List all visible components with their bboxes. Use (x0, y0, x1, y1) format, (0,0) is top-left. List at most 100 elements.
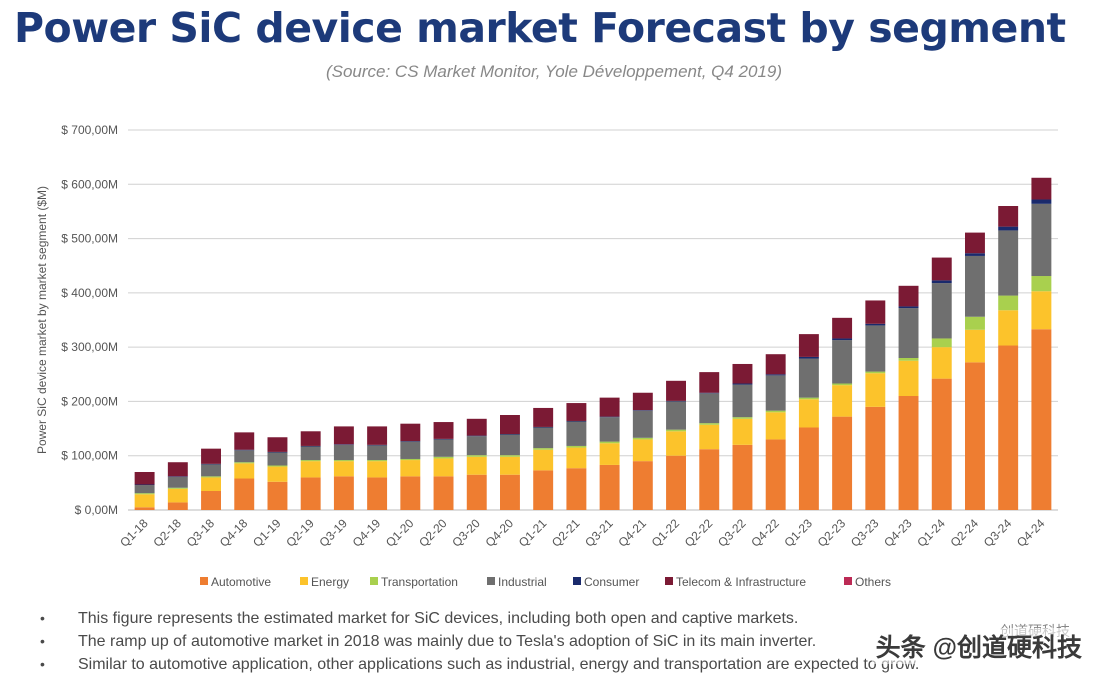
bar-industrial (998, 230, 1019, 296)
x-tick-label: Q4-19 (350, 516, 384, 550)
bar-automotive (201, 491, 221, 510)
bar-energy (599, 443, 620, 465)
x-tick-label: Q2-21 (549, 516, 583, 550)
bar-automotive (732, 444, 753, 510)
bar-industrial (134, 485, 155, 494)
legend-swatch (370, 577, 378, 585)
x-tick-label: Q4-21 (615, 516, 649, 550)
bar-transportation (666, 429, 686, 432)
bar-consumer (765, 374, 786, 376)
bar-transportation (167, 487, 188, 489)
bar-consumer (666, 400, 686, 402)
y-tick-label: $ 100,00M (61, 449, 118, 463)
bar-automotive (333, 476, 354, 510)
y-tick-label: $ 500,00M (61, 232, 118, 246)
legend-swatch (487, 577, 495, 585)
bar-transportation (433, 456, 454, 459)
bar-telecom-infrastructure (466, 418, 487, 436)
bar-telecom-infrastructure (699, 372, 720, 393)
bar-consumer (500, 434, 520, 435)
bar-automotive (300, 477, 321, 510)
bar-industrial (234, 450, 255, 463)
bar-transportation (466, 455, 487, 457)
bar-industrial (1031, 203, 1052, 277)
bar-industrial (533, 427, 554, 449)
bar-consumer (832, 338, 853, 341)
bar-energy (765, 412, 786, 440)
bar-energy (931, 347, 952, 379)
bar-energy (300, 461, 321, 478)
bar-consumer (400, 441, 421, 442)
x-tick-label: Q3-23 (848, 516, 882, 550)
bar-telecom-infrastructure (367, 426, 388, 445)
bar-transportation (1031, 276, 1052, 292)
x-tick-label: Q3-24 (981, 516, 1015, 550)
bar-automotive (865, 406, 886, 510)
bar-energy (965, 329, 985, 363)
y-tick-label: $ 400,00M (61, 286, 118, 300)
bar-telecom-infrastructure (333, 426, 354, 445)
bar-consumer (632, 410, 653, 411)
bar-consumer (367, 444, 388, 446)
bars (134, 177, 1052, 510)
x-tick-label: Q4-24 (1014, 516, 1048, 550)
bar-telecom-infrastructure (201, 448, 221, 464)
y-tick-label: $ 300,00M (61, 340, 118, 354)
bar-telecom-infrastructure (433, 422, 454, 439)
bullet-icon: • (40, 610, 45, 626)
bar-industrial (798, 358, 819, 398)
bar-automotive (699, 449, 720, 510)
bar-consumer (865, 323, 886, 326)
bar-automotive (400, 476, 421, 510)
bar-energy (533, 449, 554, 471)
bar-industrial (865, 325, 886, 372)
bar-energy (1031, 291, 1052, 330)
bar-telecom-infrastructure (832, 317, 853, 339)
bar-automotive (367, 477, 388, 510)
bar-telecom-infrastructure (267, 437, 288, 452)
bar-transportation (931, 338, 952, 348)
x-tick-label: Q1-22 (649, 516, 683, 550)
bar-automotive (965, 362, 985, 510)
y-tick-label: $ 700,00M (61, 123, 118, 137)
bar-industrial (433, 439, 454, 457)
bar-transportation (732, 417, 753, 419)
bar-industrial (300, 446, 321, 461)
x-tick-label: Q4-20 (483, 516, 517, 550)
bar-telecom-infrastructure (732, 363, 753, 384)
bar-transportation (201, 476, 221, 478)
x-tick-label: Q1-24 (914, 516, 948, 550)
bar-industrial (699, 393, 720, 424)
x-tick-label: Q1-21 (516, 516, 550, 550)
bar-telecom-infrastructure (666, 380, 686, 401)
y-tick-label: $ 0,00M (75, 503, 118, 517)
bar-industrial (500, 434, 520, 456)
bar-consumer (234, 449, 255, 451)
bar-automotive (1031, 329, 1052, 510)
bar-energy (699, 424, 720, 450)
bar-energy (566, 447, 587, 469)
bar-energy (466, 456, 487, 475)
x-tick-label: Q1-18 (117, 516, 151, 550)
bar-transportation (333, 460, 354, 462)
bar-automotive (234, 478, 255, 510)
bar-transportation (832, 383, 853, 386)
bar-consumer (566, 420, 587, 422)
bar-telecom-infrastructure (234, 432, 255, 450)
bar-consumer (134, 484, 155, 486)
bar-telecom-infrastructure (533, 407, 554, 427)
bar-transportation (400, 458, 421, 461)
x-tick-label: Q3-22 (715, 516, 749, 550)
legend-label: Telecom & Infrastructure (676, 575, 806, 589)
bar-industrial (732, 384, 753, 418)
note-item: • The ramp up of automotive market in 201… (40, 630, 1100, 653)
bar-transportation (533, 448, 554, 450)
bar-industrial (267, 452, 288, 466)
bar-automotive (267, 481, 288, 510)
bar-transportation (566, 445, 587, 448)
watermark: 头条 @创道硬科技 (871, 628, 1086, 664)
legend-label: Energy (311, 575, 349, 589)
bar-energy (832, 385, 853, 417)
bar-industrial (566, 421, 587, 446)
bar-energy (865, 373, 886, 407)
